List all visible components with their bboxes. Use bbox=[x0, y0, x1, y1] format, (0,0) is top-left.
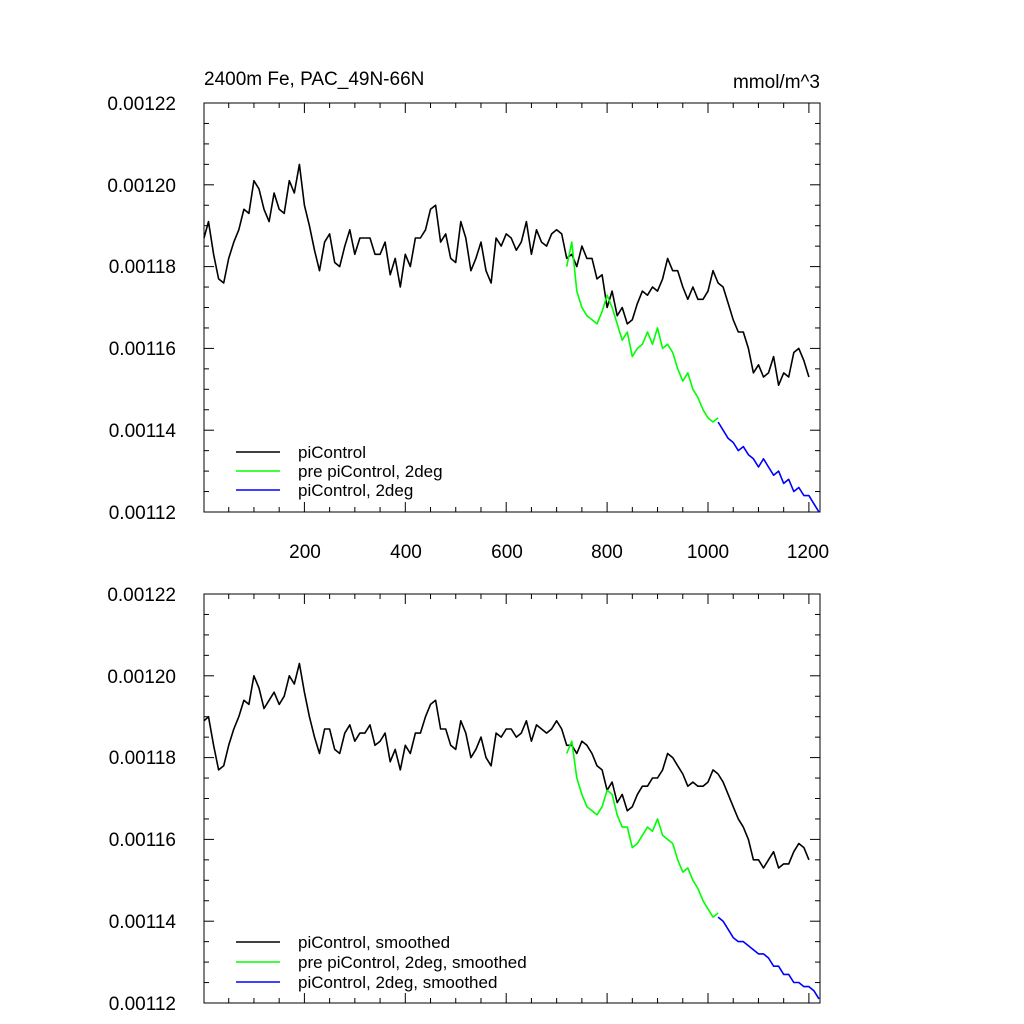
top-y-tick-label: 0.00120 bbox=[107, 176, 176, 197]
legend-label: pre piControl, 2deg, smoothed bbox=[298, 953, 527, 972]
series-line-black bbox=[203, 662, 810, 869]
bottom-panel: 0.00122 0.00120 0.00118 0.00116 0.00114 … bbox=[107, 585, 821, 1015]
top-x-tick-label: 400 bbox=[390, 542, 422, 563]
bottom-y-tick-label: 0.00114 bbox=[109, 912, 177, 933]
top-panel: 2400m Fe, PAC_49N-66N mmol/m^3 0.00122 0… bbox=[107, 69, 829, 563]
top-panel-title: 2400m Fe, PAC_49N-66N bbox=[204, 69, 424, 90]
legend-label: piControl, smoothed bbox=[298, 933, 450, 952]
bottom-y-tick-label: 0.00118 bbox=[109, 748, 176, 769]
top-panel-units: mmol/m^3 bbox=[733, 72, 820, 93]
top-y-tick-label: 0.00122 bbox=[107, 94, 176, 115]
bottom-y-tick-label: 0.00116 bbox=[109, 830, 176, 851]
top-x-tick-label: 800 bbox=[591, 542, 623, 563]
series-line-green bbox=[565, 241, 719, 423]
top-y-tick-label: 0.00118 bbox=[109, 257, 176, 278]
series-line-blue bbox=[717, 421, 820, 513]
top-y-tick-label: 0.00116 bbox=[109, 339, 176, 360]
top-x-tick-label: 600 bbox=[491, 542, 523, 563]
bottom-y-tick-label: 0.00120 bbox=[107, 667, 176, 688]
legend-label: pre piControl, 2deg bbox=[298, 462, 443, 481]
series-line-blue bbox=[717, 916, 820, 1000]
series-line-green bbox=[565, 740, 719, 918]
legend-label: piControl, 2deg bbox=[298, 481, 413, 500]
top-y-tick-label: 0.00114 bbox=[109, 421, 177, 442]
series-line-black bbox=[203, 163, 810, 387]
top-x-tick-label: 1200 bbox=[787, 542, 829, 563]
top-y-tick-label: 0.00112 bbox=[109, 503, 176, 524]
bottom-y-tick-label: 0.00112 bbox=[109, 994, 176, 1015]
top-x-tick-label: 200 bbox=[289, 542, 321, 563]
bottom-y-tick-label: 0.00122 bbox=[107, 585, 176, 606]
legend-label: piControl, 2deg, smoothed bbox=[298, 973, 497, 992]
legend-label: piControl bbox=[298, 443, 366, 462]
top-x-tick-label: 1000 bbox=[687, 542, 729, 563]
